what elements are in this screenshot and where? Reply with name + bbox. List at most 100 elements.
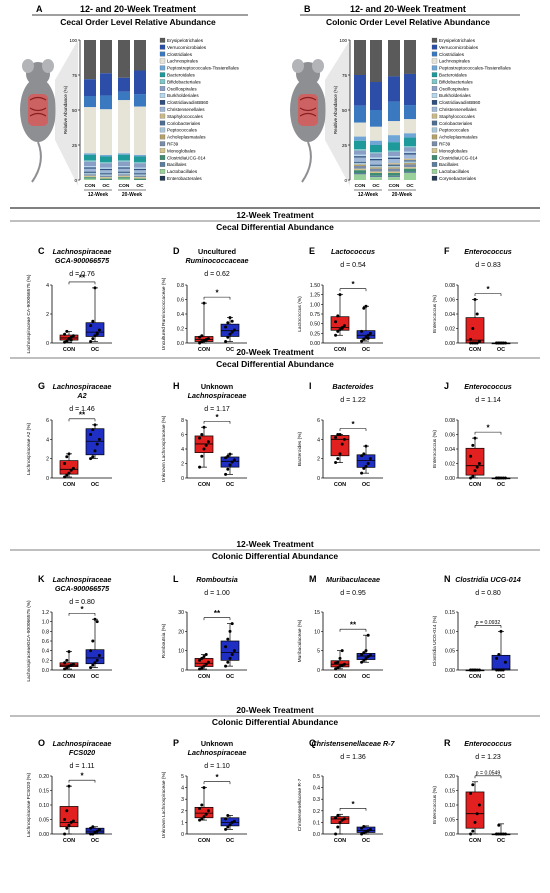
oc-point (362, 452, 366, 456)
section-treatment-4: 20-Week Treatment (236, 705, 313, 715)
con-point (63, 661, 67, 665)
y-axis-label: Realtive Abundance (%) (333, 85, 338, 134)
stack-segment (84, 96, 96, 108)
oc-point (501, 341, 505, 345)
stack-segment (84, 167, 96, 169)
y-tick-label: 0.0 (177, 341, 184, 347)
oc-point (230, 319, 234, 323)
y-axis-label: Muribaculaceae (%) (297, 619, 303, 662)
stack-segment (84, 153, 96, 155)
con-point (200, 433, 204, 436)
con-point (469, 668, 473, 672)
stack-segment (370, 152, 382, 154)
con-point (469, 341, 473, 345)
panel-letter: L (173, 574, 179, 584)
y-tick-label: 0 (317, 476, 320, 482)
con-point (338, 452, 342, 456)
con-point (67, 650, 71, 654)
effect-size: d = 0.80 (69, 599, 95, 606)
significance-label: p = 0.0549 (476, 770, 501, 776)
x-label-oc: OC (497, 674, 505, 680)
panel-letter: O (38, 738, 45, 748)
y-tick-label: 0.10 (39, 803, 49, 809)
con-point (69, 663, 73, 667)
stack-segment (354, 174, 366, 180)
con-point (477, 668, 481, 672)
stack-segment (134, 40, 146, 71)
bar-label: OC (136, 183, 144, 189)
bar-label: CON (355, 183, 366, 189)
oc-point (230, 820, 234, 824)
y-tick-label: 0.4 (313, 786, 320, 792)
effect-size: d = 0.76 (69, 271, 95, 278)
y-tick-label: 0.2 (313, 809, 320, 815)
stack-segment (388, 101, 400, 122)
y-axis-label: Uncultured Ruminococcaceae (%) (161, 277, 167, 350)
stack-segment (388, 135, 400, 143)
oc-point (495, 668, 499, 672)
oc-point (95, 658, 99, 662)
y-axis-label: Lachnospiraceae A2 (%) (26, 422, 32, 475)
stack-segment (118, 161, 130, 166)
legend-swatch (431, 79, 438, 85)
oc-point (226, 825, 230, 829)
panel-n: N Clostridia UCG-014 d = 0.80 0.00 0.05 0.10 0… (432, 574, 521, 680)
stack-segment (354, 105, 366, 123)
stack-segment (354, 140, 366, 150)
oc-point (89, 324, 93, 328)
y-tick-label: 0.0 (313, 832, 320, 838)
stack-segment (388, 171, 400, 173)
oc-point (497, 832, 501, 836)
stack-segment (134, 163, 146, 168)
y-tick-label: 4 (46, 283, 49, 289)
legend-entry: ClostridiaUCG-014 (439, 155, 478, 160)
y-tick-label: 0.20 (39, 774, 49, 780)
section-header-4: 20-Week Treatment Colonic Differential A… (10, 705, 540, 727)
y-tick-label: 0.06 (445, 298, 455, 304)
legend-entry: Corynebacteriales (439, 176, 477, 181)
significance-label: * (80, 772, 84, 781)
stack-segment (354, 161, 366, 164)
significance-label: ** (214, 609, 221, 618)
con-point (336, 825, 340, 829)
y-tick-label: 75 (342, 73, 348, 78)
significance-label: ** (79, 273, 86, 282)
stack-segment (84, 161, 96, 166)
oc-point (364, 656, 368, 660)
legend-entry: Erysipelotrichales (167, 38, 204, 43)
con-box (465, 791, 485, 829)
panel-a-head: 12- and 20-Week Treatment (80, 4, 196, 14)
oc-point (97, 437, 101, 441)
legend-entry: ClostridiaUCG-014 (167, 155, 206, 160)
y-tick-label: 2 (317, 457, 320, 463)
y-axis-label: Enterococcus (%) (432, 295, 438, 333)
stack-segment (100, 177, 112, 179)
y-tick-label: 0.08 (445, 418, 455, 424)
con-point (338, 820, 342, 824)
section-title-1: Cecal Differential Abundance (216, 222, 334, 232)
oc-point (89, 832, 93, 836)
y-tick-label: 6 (46, 418, 49, 424)
connector-b (325, 40, 350, 186)
oc-point (89, 666, 93, 670)
y-tick-label: 0.3 (313, 797, 320, 803)
stack-segment (388, 175, 400, 178)
stack-segment (354, 154, 366, 157)
effect-size: d = 1.14 (475, 397, 501, 404)
legend-swatch (431, 113, 438, 119)
y-tick-label: 2 (181, 809, 184, 815)
con-point (477, 340, 481, 344)
oc-point (93, 617, 97, 621)
y-tick-label: 75 (72, 73, 78, 78)
legend-entry: Enterobacterales (167, 176, 202, 181)
stack-segment (100, 40, 112, 74)
y-tick-label: 1.2 (42, 610, 49, 616)
y-tick-label: 100 (69, 38, 77, 43)
effect-size: d = 0.62 (204, 271, 230, 278)
effect-size: d = 1.22 (340, 397, 366, 404)
oc-point (360, 653, 364, 657)
oc-point (495, 476, 499, 480)
effect-size: d = 1.36 (340, 754, 366, 761)
x-label-oc: OC (91, 838, 99, 844)
